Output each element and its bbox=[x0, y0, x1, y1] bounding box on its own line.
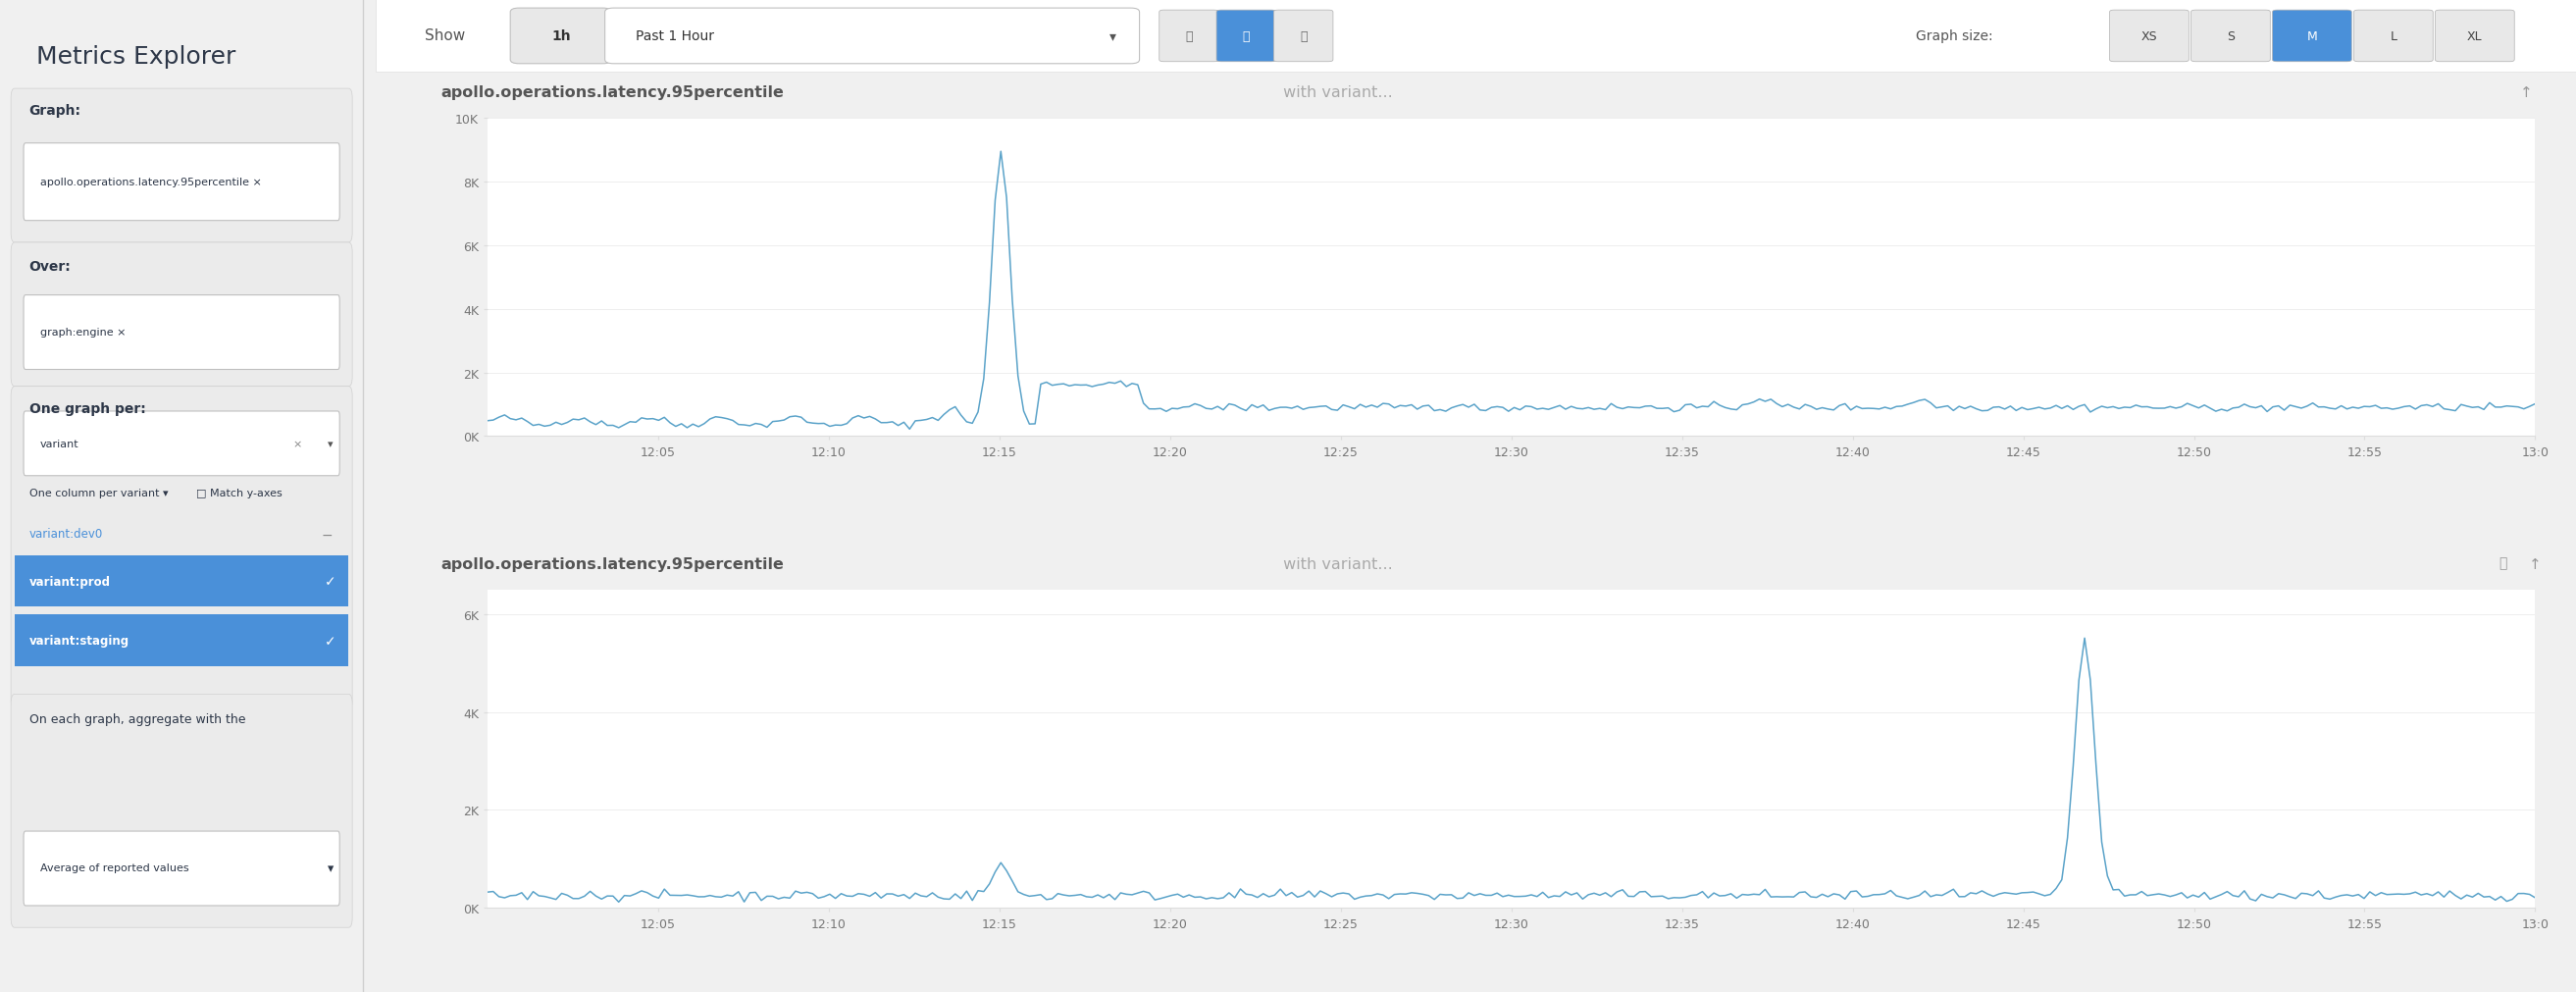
Text: XS: XS bbox=[2141, 31, 2156, 43]
Text: Metrics Explorer: Metrics Explorer bbox=[36, 45, 237, 68]
Bar bbox=[15, 615, 348, 667]
FancyBboxPatch shape bbox=[510, 9, 611, 64]
Text: ⏸: ⏸ bbox=[1242, 31, 1249, 43]
Text: Over:: Over: bbox=[28, 260, 72, 274]
Bar bbox=[376, 0, 2576, 72]
Bar bbox=[15, 556, 348, 607]
Text: L: L bbox=[2391, 31, 2396, 43]
FancyBboxPatch shape bbox=[23, 296, 340, 370]
Text: ▾: ▾ bbox=[327, 439, 332, 449]
FancyBboxPatch shape bbox=[1216, 11, 1275, 62]
Text: Graph size:: Graph size: bbox=[1917, 30, 1994, 43]
Text: 1h: 1h bbox=[551, 30, 569, 44]
Text: apollo.operations.latency.95percentile: apollo.operations.latency.95percentile bbox=[440, 85, 786, 100]
Text: ×: × bbox=[294, 439, 301, 449]
Text: One graph per:: One graph per: bbox=[28, 402, 147, 416]
FancyBboxPatch shape bbox=[2272, 11, 2352, 62]
FancyBboxPatch shape bbox=[10, 89, 353, 243]
Text: XL: XL bbox=[2468, 31, 2483, 43]
Text: Past 1 Hour: Past 1 Hour bbox=[636, 30, 714, 44]
Text: variant:staging: variant:staging bbox=[28, 635, 129, 647]
Text: graph:engine ×: graph:engine × bbox=[41, 327, 126, 337]
FancyBboxPatch shape bbox=[23, 412, 340, 476]
Text: ↑: ↑ bbox=[2519, 85, 2532, 100]
Text: S: S bbox=[2226, 31, 2233, 43]
Text: 📷: 📷 bbox=[2499, 557, 2506, 570]
Text: −: − bbox=[322, 528, 332, 542]
Text: variant:prod: variant:prod bbox=[28, 575, 111, 587]
Text: One column per variant ▾: One column per variant ▾ bbox=[28, 488, 167, 498]
Text: On each graph, aggregate with the: On each graph, aggregate with the bbox=[28, 712, 245, 725]
Text: variant:dev0: variant:dev0 bbox=[28, 528, 103, 541]
FancyBboxPatch shape bbox=[1273, 11, 1332, 62]
Text: ⏮: ⏮ bbox=[1185, 31, 1193, 43]
Text: apollo.operations.latency.95percentile: apollo.operations.latency.95percentile bbox=[440, 557, 786, 571]
Text: ↑: ↑ bbox=[2530, 557, 2540, 571]
Text: ▾: ▾ bbox=[1110, 30, 1115, 44]
Text: Average of reported values: Average of reported values bbox=[41, 863, 188, 873]
Text: with variant...: with variant... bbox=[1278, 85, 1391, 100]
FancyBboxPatch shape bbox=[10, 387, 353, 709]
FancyBboxPatch shape bbox=[10, 243, 353, 387]
Text: ⏭: ⏭ bbox=[1301, 31, 1306, 43]
Text: Graph:: Graph: bbox=[28, 104, 80, 118]
Text: ✓: ✓ bbox=[325, 574, 337, 588]
FancyBboxPatch shape bbox=[605, 9, 1139, 64]
FancyBboxPatch shape bbox=[1159, 11, 1218, 62]
Text: with variant...: with variant... bbox=[1278, 557, 1391, 571]
Text: variant: variant bbox=[41, 439, 80, 449]
FancyBboxPatch shape bbox=[2110, 11, 2190, 62]
Text: apollo.operations.latency.95percentile ×: apollo.operations.latency.95percentile × bbox=[41, 178, 263, 187]
Text: ✓: ✓ bbox=[325, 634, 337, 648]
FancyBboxPatch shape bbox=[2354, 11, 2432, 62]
FancyBboxPatch shape bbox=[10, 694, 353, 928]
Text: □ Match y-axes: □ Match y-axes bbox=[196, 488, 283, 498]
FancyBboxPatch shape bbox=[23, 144, 340, 221]
Text: M: M bbox=[2306, 31, 2318, 43]
Text: Show: Show bbox=[425, 29, 464, 44]
FancyBboxPatch shape bbox=[2192, 11, 2269, 62]
Text: ▾: ▾ bbox=[327, 862, 335, 874]
FancyBboxPatch shape bbox=[2434, 11, 2514, 62]
FancyBboxPatch shape bbox=[23, 831, 340, 906]
